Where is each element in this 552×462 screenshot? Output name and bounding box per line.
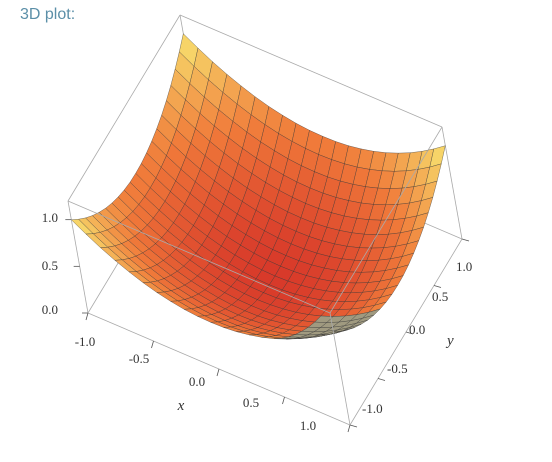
box-edge — [67, 200, 331, 314]
y-tick-mark — [377, 378, 386, 381]
x-tick-mark — [85, 312, 89, 321]
x-tick-mark — [151, 340, 154, 349]
x-tick-label: -1.0 — [75, 334, 96, 349]
x-tick-mark — [347, 424, 351, 433]
x-axis-label: x — [177, 398, 185, 414]
x-axis-ticks: -1.0 -0.5 0.0 0.5 1.0 — [75, 334, 316, 433]
x-tick-label: 0.0 — [189, 374, 205, 389]
y-tick-label: 1.0 — [456, 259, 472, 274]
y-tick-mark — [461, 238, 470, 242]
box-edge — [179, 14, 443, 128]
x-tick-mark — [282, 396, 285, 405]
z-tick-label: 1.0 — [42, 210, 58, 225]
y-tick-mark — [349, 424, 358, 428]
box-edge — [329, 126, 443, 314]
box-edge — [441, 126, 463, 240]
x-tick-label: 0.5 — [243, 395, 259, 410]
y-tick-mark — [405, 331, 414, 335]
box-edge — [329, 312, 351, 426]
z-axis-ticks: 1.0 0.5 0.0 — [42, 210, 58, 317]
surface-mesh — [70, 33, 446, 340]
y-tick-label: -0.5 — [387, 361, 408, 376]
bounding-box-front — [65, 126, 470, 433]
y-tick-label: -1.0 — [362, 401, 383, 416]
surface-patch — [321, 330, 341, 336]
z-tick-label: 0.0 — [42, 302, 58, 317]
plot-caption: 3D plot: — [20, 6, 76, 23]
z-tick-label: 0.5 — [42, 258, 58, 273]
y-axis-label: y — [445, 333, 454, 349]
y-tick-label: 0.0 — [409, 322, 425, 337]
y-axis-ticks: 1.0 0.5 0.0 -0.5 -1.0 — [362, 259, 472, 416]
x-tick-label: 1.0 — [300, 418, 316, 433]
surface-patch — [429, 145, 446, 168]
y-tick-mark — [433, 285, 442, 288]
y-tick-label: 0.5 — [432, 289, 448, 304]
x-tick-mark — [216, 368, 220, 377]
box-edge — [67, 14, 181, 202]
x-tick-label: -0.5 — [129, 351, 150, 366]
